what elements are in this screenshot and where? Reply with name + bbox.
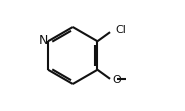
Text: Cl: Cl bbox=[115, 25, 126, 35]
Text: N: N bbox=[39, 34, 49, 47]
Text: O: O bbox=[112, 75, 121, 85]
